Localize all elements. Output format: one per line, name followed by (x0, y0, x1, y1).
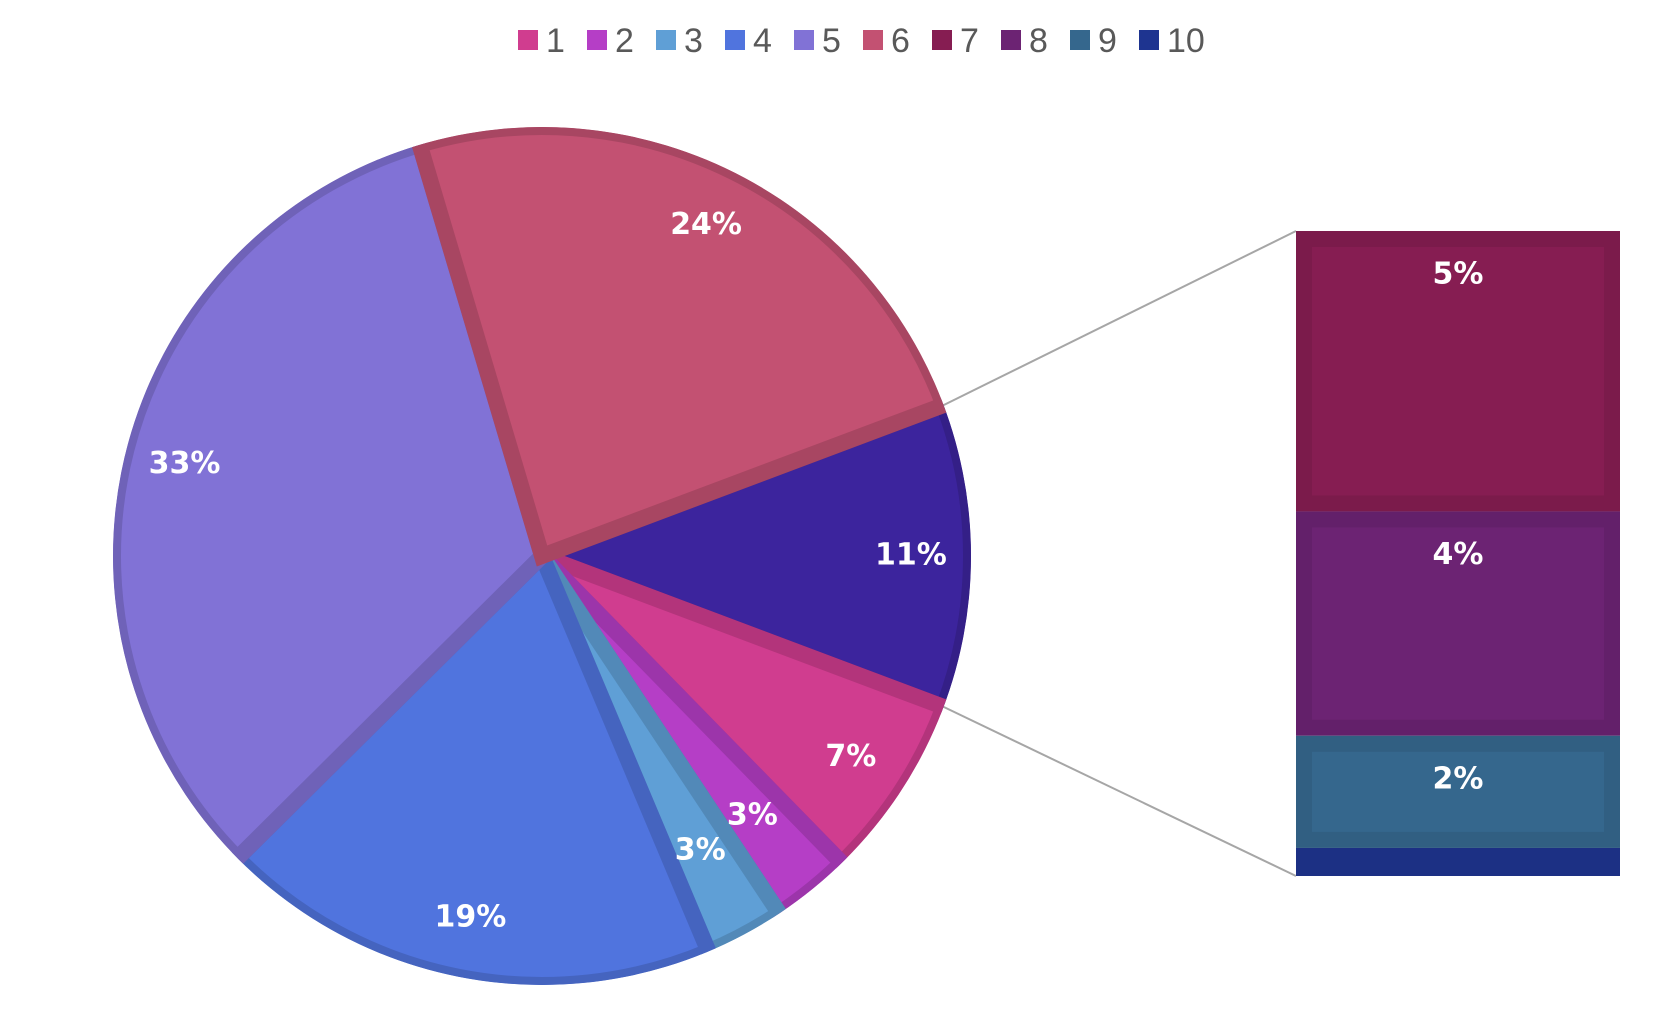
pie-slice-3-label: 3% (675, 832, 726, 867)
stack-segment-7-label: 5% (1433, 257, 1484, 292)
data-labels: 11% 7% 3%3% 19% 33% 24% 5% 4% 2% (149, 207, 1484, 934)
pie-slice-4-label: 19% (434, 899, 506, 934)
connector-line-top (943, 230, 1297, 406)
pie (113, 127, 971, 985)
pie-slice-6-label: 24% (670, 207, 742, 242)
legend-swatch (656, 30, 676, 50)
connector-lines (943, 230, 1297, 877)
legend-item-3: 3 (656, 22, 703, 60)
legend-swatch (932, 30, 952, 50)
legend-swatch (863, 30, 883, 50)
legend-item-6: 6 (863, 22, 910, 60)
pie-slice-2-label: 3% (727, 798, 778, 833)
legend-item-1: 1 (518, 22, 565, 60)
legend-label: 6 (891, 22, 910, 60)
legend-swatch (1139, 30, 1159, 50)
legend-label: 2 (615, 22, 634, 60)
legend-swatch (794, 30, 814, 50)
connector-line-bottom (943, 705, 1297, 877)
stack-bar (1296, 847, 1620, 876)
stack-segment-8-label: 4% (1433, 537, 1484, 572)
legend-label: 8 (1029, 22, 1048, 60)
pie-slice-5 (113, 134, 552, 870)
legend-swatch (1001, 30, 1021, 50)
legend-swatch (1070, 30, 1090, 50)
legend-item-5: 5 (794, 22, 841, 60)
pie-slice-1-label: 7% (825, 739, 876, 774)
legend-swatch (587, 30, 607, 50)
legend: 1 2 3 4 5 6 7 8 9 10 (518, 22, 1205, 60)
secondary-bar (1296, 231, 1620, 876)
pie-slice-5-label: 33% (149, 446, 221, 481)
legend-item-4: 4 (725, 22, 772, 60)
pie-slice-1 (536, 548, 954, 875)
stack-bar-inner (1312, 527, 1604, 720)
legend-label: 9 (1098, 22, 1117, 60)
stack-segment-7 (1296, 231, 1620, 512)
legend-item-7: 7 (932, 22, 979, 60)
pie-slice-other-label: 11% (875, 538, 947, 573)
legend-label: 4 (753, 22, 772, 60)
legend-label: 1 (546, 22, 565, 60)
legend-item-9: 9 (1070, 22, 1117, 60)
pie-slice-other (519, 394, 971, 718)
legend-label: 5 (822, 22, 841, 60)
legend-label: 3 (684, 22, 703, 60)
legend-item-10: 10 (1139, 22, 1205, 60)
stack-bar-inner (1312, 247, 1604, 496)
legend-swatch (725, 30, 745, 50)
stack-segment-9-label: 2% (1433, 761, 1484, 796)
legend-label: 10 (1167, 22, 1205, 60)
stack-segment-8 (1296, 511, 1620, 736)
stack-segment-10 (1296, 847, 1620, 876)
stack-segment-9 (1296, 735, 1620, 848)
stack-bar-inner (1312, 751, 1604, 832)
legend-label: 7 (960, 22, 979, 60)
legend-swatch (518, 30, 538, 50)
legend-item-2: 2 (587, 22, 634, 60)
legend-item-8: 8 (1001, 22, 1048, 60)
